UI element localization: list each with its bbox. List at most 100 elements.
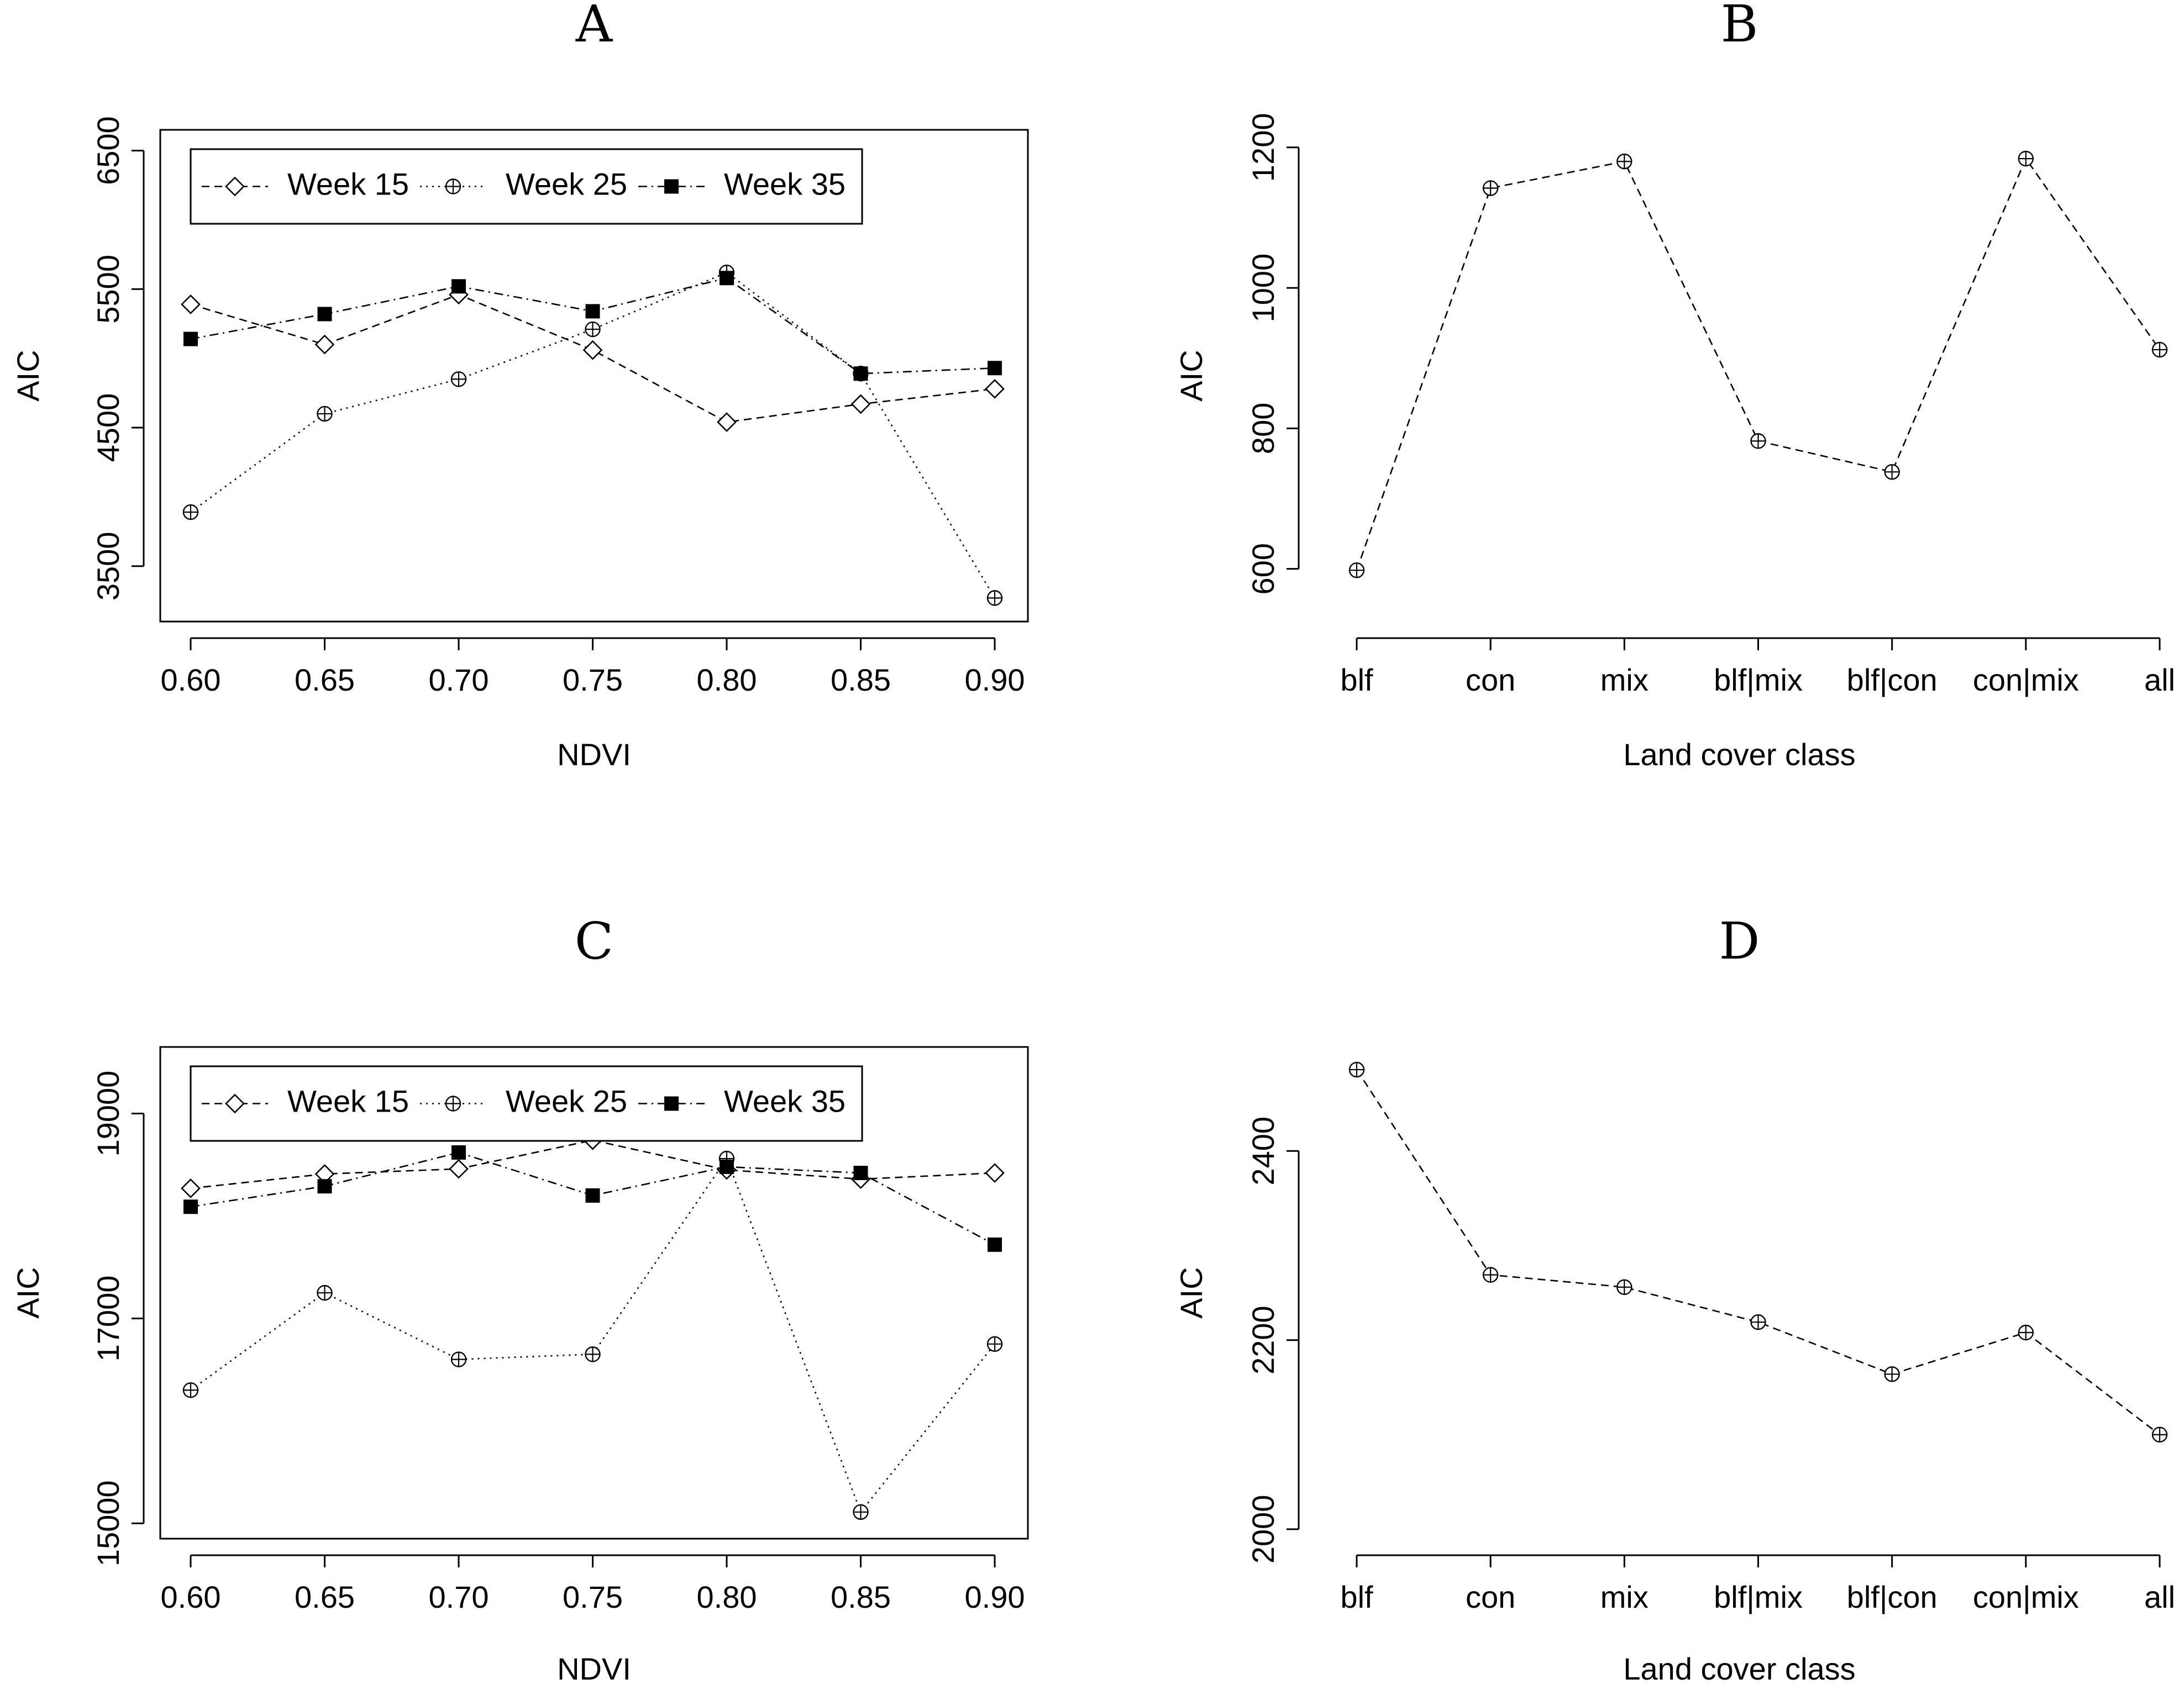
- y-tick-label: 15000: [91, 1480, 125, 1566]
- legend-item: Week 15: [202, 166, 409, 201]
- data-point: [317, 1179, 332, 1194]
- x-tick-label: 0.90: [965, 662, 1025, 697]
- panel-title: C: [575, 912, 613, 971]
- data-point: [720, 1159, 734, 1174]
- x-tick-label: blf|con: [1847, 662, 1938, 697]
- x-axis-label: NDVI: [557, 1651, 631, 1686]
- x-tick-label: 0.80: [697, 1580, 757, 1614]
- x-tick-label: 0.65: [295, 662, 355, 697]
- y-tick-label: 4500: [91, 393, 125, 462]
- data-point: [317, 307, 332, 322]
- x-tick-label: mix: [1600, 1580, 1649, 1614]
- data-point: [1482, 180, 1499, 196]
- x-tick-label: mix: [1600, 662, 1649, 697]
- x-tick-label: 0.60: [161, 662, 221, 697]
- data-point: [181, 294, 201, 314]
- data-point: [317, 1285, 333, 1301]
- data-point: [986, 590, 1003, 606]
- y-tick-label: 1000: [1246, 254, 1280, 323]
- data-point: [853, 1504, 869, 1520]
- data-point: [314, 334, 335, 355]
- data-point: [181, 1178, 201, 1198]
- data-point: [450, 1351, 467, 1367]
- data-point: [183, 331, 198, 346]
- data-point: [853, 1166, 868, 1181]
- y-tick-label: 19000: [91, 1071, 125, 1157]
- legend-marker: [225, 1093, 245, 1114]
- x-tick-label: blf: [1340, 1580, 1373, 1614]
- x-tick-label: con: [1466, 662, 1515, 697]
- x-tick-label: 0.85: [831, 662, 891, 697]
- data-point: [985, 1163, 1005, 1183]
- series-aic: [1348, 1061, 2168, 1443]
- plot-frame: [159, 129, 1029, 623]
- data-point: [2151, 1427, 2168, 1443]
- y-tick-label: 2200: [1246, 1306, 1280, 1375]
- chart-panel-c: C 0.60 0.65 0.70 0.75 0.80 0.85 0.90 15000 17000 1…: [11, 912, 1029, 1686]
- data-point: [851, 394, 871, 414]
- x-axis-label: Land cover class: [1623, 1651, 1855, 1686]
- legend-item: Week 35: [638, 1083, 846, 1118]
- data-point: [2151, 341, 2168, 358]
- legend: Week 15 Week 25 Week 35: [190, 148, 863, 225]
- x-tick-label: 0.75: [563, 1580, 623, 1614]
- x-tick-label: 0.75: [563, 662, 623, 697]
- x-tick-label: con|mix: [1973, 662, 2079, 697]
- data-point: [1750, 1314, 1766, 1330]
- legend: Week 15 Week 25 Week 35: [190, 1065, 863, 1142]
- data-point: [452, 1145, 466, 1160]
- legend-item: Week 25: [420, 1083, 627, 1118]
- legend-label: Week 35: [724, 166, 846, 201]
- x-tick-label: 0.60: [161, 1580, 221, 1614]
- legend-item: Week 25: [420, 166, 627, 201]
- chart-panel-a: A 0.60 0.65 0.70 0.75 0.80 0.85 0.90 3500 4500 550…: [11, 0, 1029, 772]
- data-point: [985, 378, 1005, 399]
- legend-box: [190, 148, 863, 225]
- data-point: [717, 412, 737, 432]
- data-point: [1884, 1366, 1900, 1382]
- data-point: [988, 1237, 1002, 1252]
- data-point: [1884, 464, 1900, 480]
- series-week-35: [183, 1145, 1002, 1252]
- data-point: [986, 1336, 1003, 1352]
- legend-marker: [445, 178, 461, 194]
- legend-item: Week 15: [202, 1083, 409, 1118]
- legend-marker: [445, 1096, 461, 1112]
- x-tick-label: blf|mix: [1714, 1580, 1803, 1614]
- y-axis-label: AIC: [1174, 350, 1209, 401]
- x-tick-label: blf|mix: [1714, 662, 1803, 697]
- data-point: [449, 1159, 469, 1179]
- x-tick-label: all: [2144, 1580, 2175, 1614]
- series-line: [190, 271, 996, 599]
- legend-label: Week 25: [506, 166, 627, 201]
- y-tick-label: 600: [1246, 543, 1280, 594]
- data-point: [720, 271, 734, 286]
- data-point: [450, 371, 467, 387]
- x-tick-label: 0.65: [295, 1580, 355, 1614]
- legend-item: Week 35: [638, 166, 846, 201]
- legend-marker: [664, 179, 679, 194]
- panel-title: D: [1719, 912, 1760, 971]
- series-line: [190, 1157, 996, 1514]
- data-point: [452, 279, 466, 294]
- legend-label: Week 15: [287, 1083, 409, 1118]
- series-week-25: [182, 1150, 1003, 1520]
- y-tick-label: 2400: [1246, 1117, 1280, 1186]
- x-tick-label: blf: [1340, 662, 1373, 697]
- legend-label: Week 25: [506, 1083, 627, 1118]
- y-tick-label: 3500: [91, 531, 125, 601]
- x-tick-label: 0.85: [831, 1580, 891, 1614]
- legend-marker: [664, 1096, 679, 1111]
- data-point: [183, 1199, 198, 1214]
- x-tick-label: blf|con: [1847, 1580, 1938, 1614]
- data-point: [182, 1382, 199, 1398]
- y-tick-label: 6500: [91, 116, 125, 185]
- data-point: [1616, 1279, 1632, 1295]
- x-tick-label: 0.70: [429, 1580, 489, 1614]
- panel-title: A: [575, 0, 613, 54]
- y-axis-label: AIC: [11, 1267, 45, 1318]
- legend-label: Week 15: [287, 166, 409, 201]
- y-tick-label: 5500: [91, 255, 125, 324]
